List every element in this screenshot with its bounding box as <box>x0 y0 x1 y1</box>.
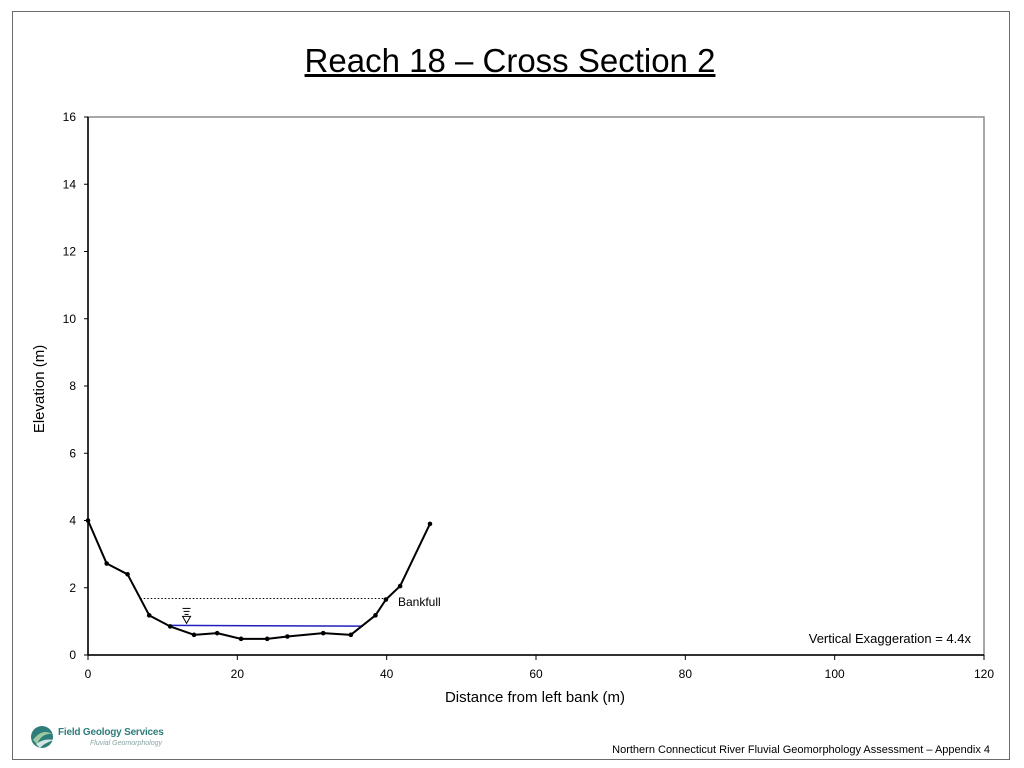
x-tick-label: 100 <box>825 667 845 681</box>
survey-point <box>238 636 244 642</box>
page-title: Reach 18 – Cross Section 2 <box>304 42 716 79</box>
plot-area <box>87 116 985 656</box>
y-tick-label: 4 <box>69 514 76 528</box>
survey-point <box>320 630 326 636</box>
survey-point <box>348 632 354 638</box>
slide-frame <box>12 11 1010 760</box>
water-surface-line <box>170 624 363 627</box>
y-tick-label: 14 <box>63 177 77 191</box>
survey-point <box>285 634 290 639</box>
survey-point <box>397 583 403 589</box>
survey-point <box>264 636 270 642</box>
x-tick-label: 80 <box>679 667 693 681</box>
survey-point <box>85 518 91 523</box>
x-tick-label: 20 <box>231 667 245 681</box>
x-tick-label: 40 <box>380 667 394 681</box>
y-tick-label: 2 <box>69 581 76 595</box>
survey-point <box>167 624 173 629</box>
y-axis-label: Elevation (m) <box>31 345 48 433</box>
vertical-exaggeration-note: Vertical Exaggeration = 4.4x <box>809 631 972 646</box>
survey-point <box>427 521 433 527</box>
y-tick-label: 10 <box>63 312 77 326</box>
footer-text: Northern Connecticut River Fluvial Geomo… <box>612 744 990 756</box>
logo-tagline: Fluvial Geomorphology <box>90 740 162 747</box>
survey-point <box>146 613 152 618</box>
survey-point <box>104 561 109 566</box>
company-logo: Field Geology Services Fluvial Geomorpho… <box>28 724 178 754</box>
survey-point <box>373 613 378 618</box>
y-tick-label: 16 <box>63 110 77 124</box>
logo-swoosh-icon <box>31 726 54 748</box>
y-tick-label: 12 <box>63 245 77 259</box>
survey-point <box>214 630 220 636</box>
x-tick-label: 60 <box>529 667 543 681</box>
bankfull-label: Bankfull <box>398 595 441 609</box>
y-tick-label: 8 <box>69 379 76 393</box>
survey-point <box>383 597 389 602</box>
water-level-triangle <box>181 615 192 625</box>
survey-point <box>125 572 130 577</box>
x-axis-label: Distance from left bank (m) <box>445 689 625 706</box>
water-level-icon <box>181 607 192 625</box>
y-tick-label: 0 <box>69 648 76 662</box>
y-tick-label: 6 <box>69 446 76 460</box>
x-tick-label: 0 <box>85 667 92 681</box>
ground-profile-line <box>87 520 431 640</box>
x-tick-label: 120 <box>974 667 994 681</box>
survey-point <box>191 632 197 638</box>
logo-name: Field Geology Services <box>58 727 164 738</box>
